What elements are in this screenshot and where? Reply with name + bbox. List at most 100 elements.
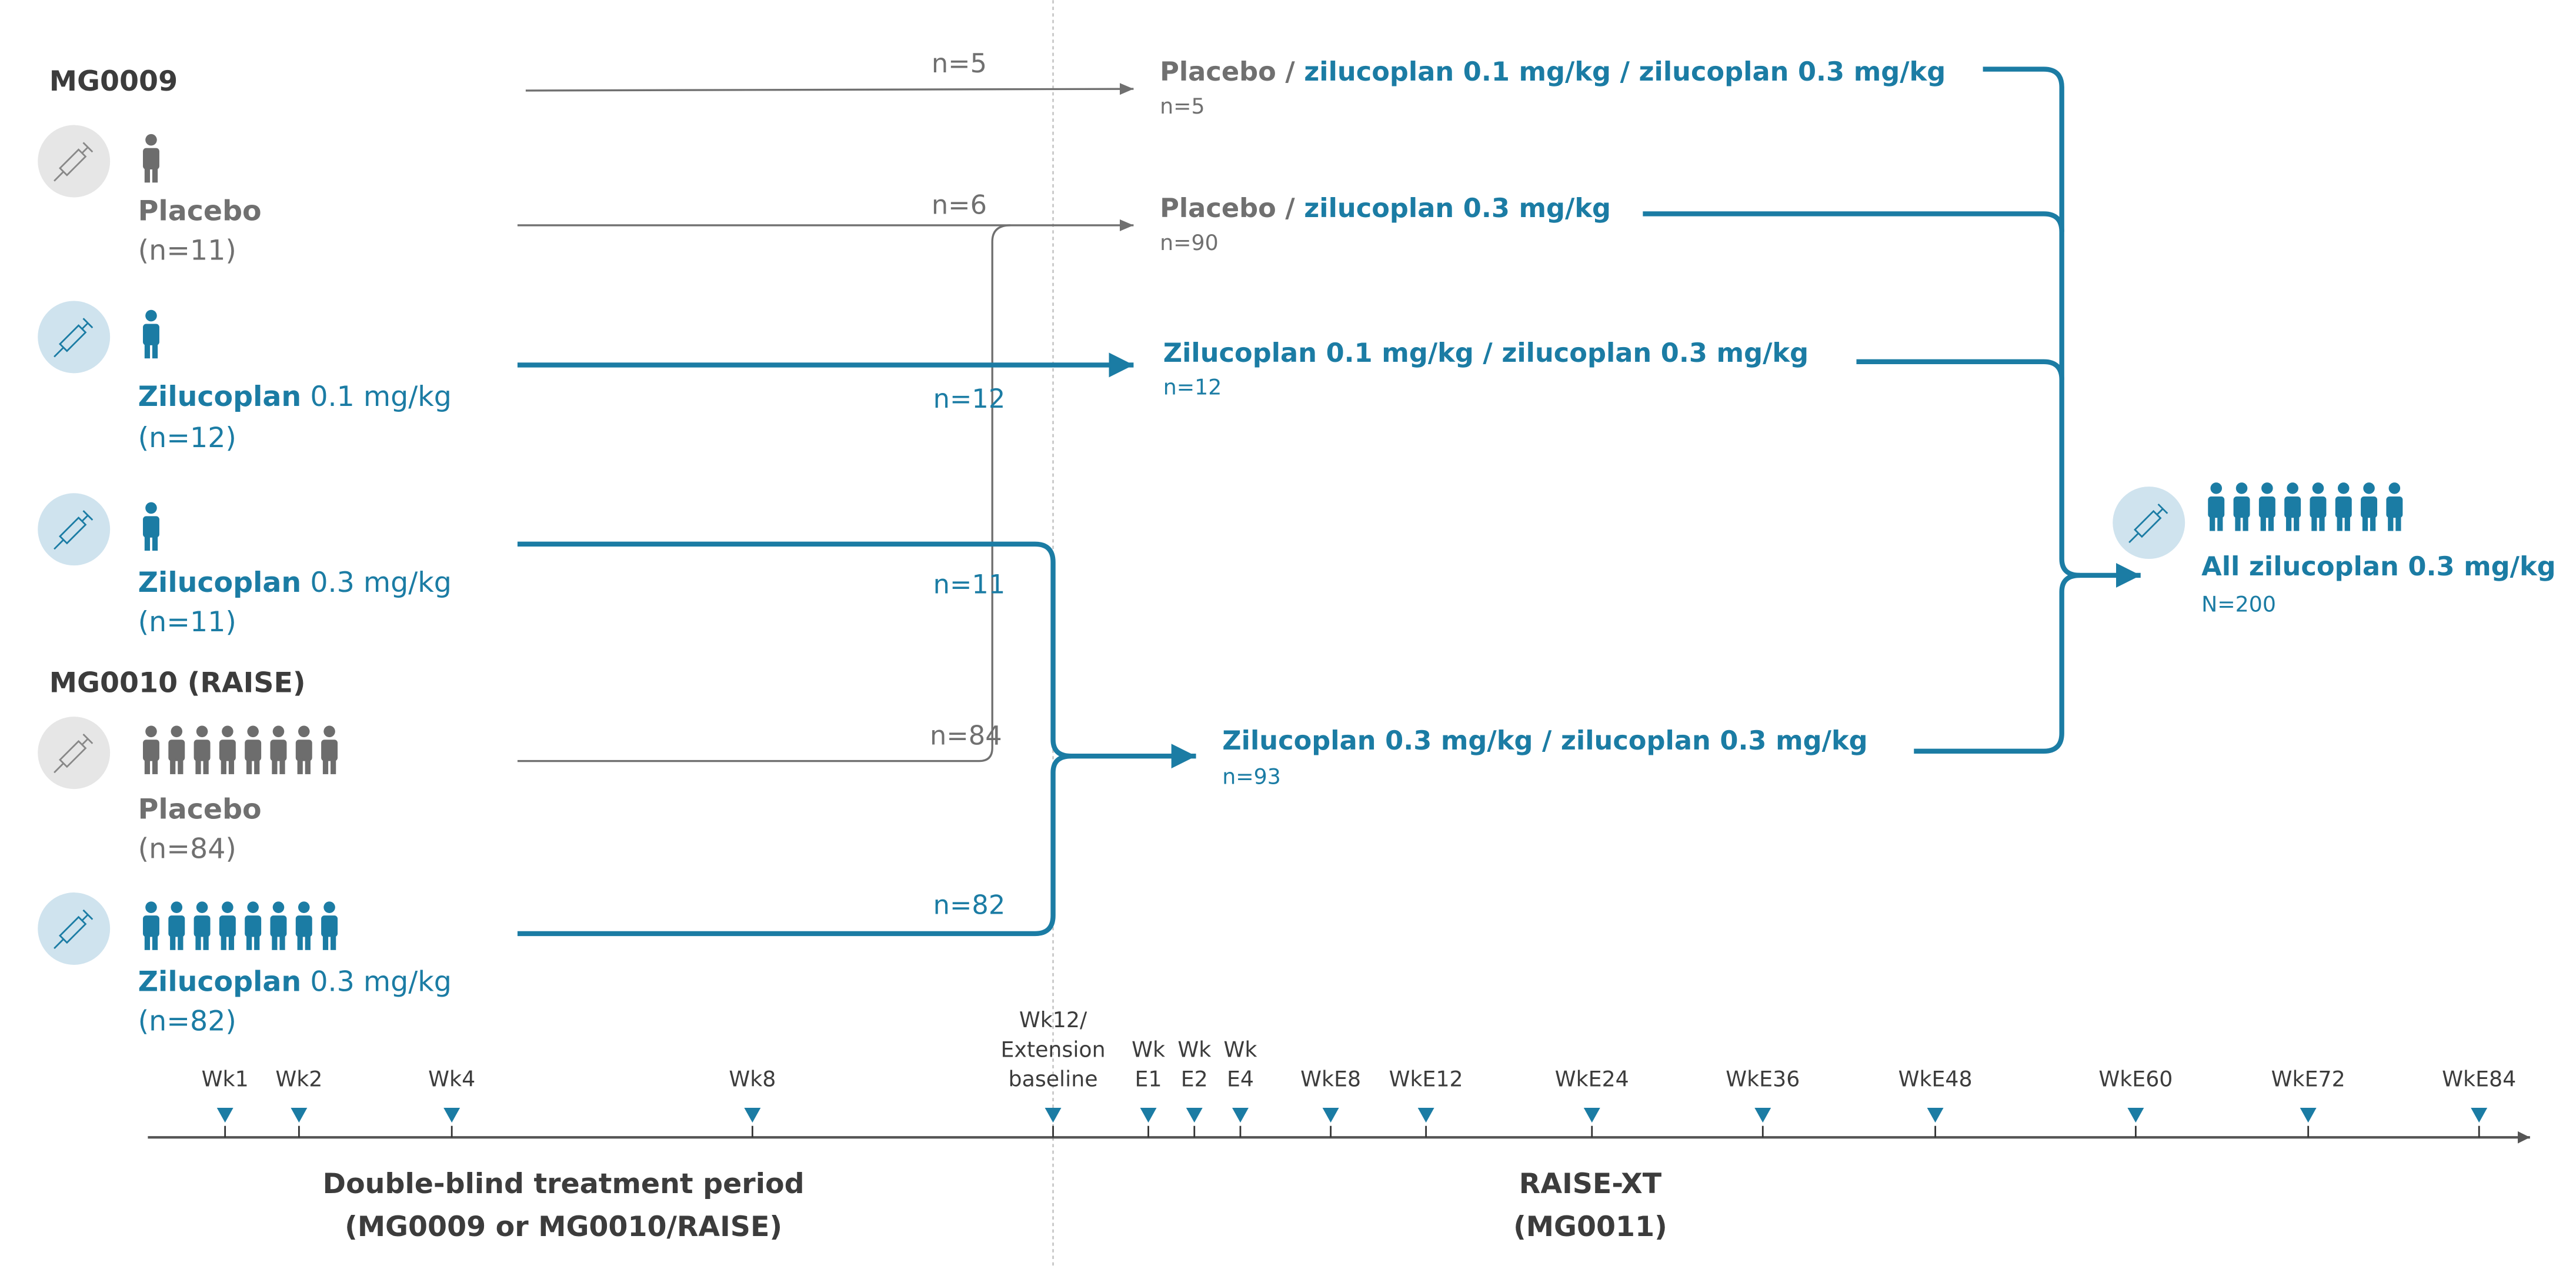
- flow-line-raise-zilu03-to-group4: [517, 754, 1072, 937]
- person-icon: [2284, 482, 2301, 531]
- arm-mg0010-zilucoplan-0.3: Zilucoplan 0.3 mg/kg (n=82): [138, 966, 452, 1038]
- tick-label: baseline: [1009, 1067, 1098, 1092]
- arm-dose: 0.3 mg/kg: [301, 966, 452, 998]
- person-icon: [2386, 482, 2403, 531]
- timeline-tick: Wk4: [428, 1067, 475, 1138]
- tick-label: WkE36: [1726, 1067, 1800, 1092]
- person-icon: [295, 725, 312, 774]
- period-double-blind: Double-blind treatment period (MG0009 or…: [323, 1168, 805, 1243]
- visit-marker-icon: [1140, 1107, 1157, 1123]
- syringe-icon: [38, 493, 111, 566]
- person-icon: [321, 725, 338, 774]
- svg-text:n=12: n=12: [1163, 375, 1222, 400]
- svg-text:Zilucoplan 0.1 mg/kg / zilucop: Zilucoplan 0.1 mg/kg / zilucoplan 0.3 mg…: [1163, 338, 1808, 368]
- person-icon: [2335, 482, 2352, 531]
- merge-lines: [1643, 66, 2141, 754]
- timeline-tick: Wk8: [729, 1067, 776, 1138]
- final-count: N=200: [2201, 591, 2276, 617]
- timeline-tick: WkE72: [2271, 1067, 2345, 1138]
- syringe-icon: [38, 125, 111, 198]
- arm-mg0010-placebo: Placebo (n=84): [138, 793, 262, 865]
- visit-marker-icon: [1045, 1107, 1062, 1123]
- extension-group-2: Placebo / zilucoplan 0.3 mg/kg n=90: [1160, 193, 1611, 255]
- tick-label: Wk1: [202, 1067, 249, 1092]
- syringe-icon: [38, 717, 111, 790]
- svg-text:RAISE-XT: RAISE-XT: [1519, 1168, 1662, 1200]
- arm-name: Zilucoplan: [138, 381, 302, 413]
- svg-text:Placebo: Placebo: [138, 793, 262, 825]
- person-icon: [219, 725, 236, 774]
- arm-name: Placebo: [138, 793, 262, 825]
- svg-text:Zilucoplan 0.3 mg/kg / zilucop: Zilucoplan 0.3 mg/kg / zilucoplan 0.3 mg…: [1222, 725, 1867, 756]
- person-icon: [245, 725, 262, 774]
- flow-count: n=5: [932, 48, 987, 79]
- visit-marker-icon: [216, 1107, 233, 1123]
- timeline-tick: Wk1: [202, 1067, 249, 1138]
- syringe-icon: [2113, 487, 2185, 559]
- timeline-tick: WkE8: [1300, 1067, 1361, 1138]
- timeline-tick: WkE84: [2442, 1067, 2516, 1138]
- person-icon: [143, 502, 159, 551]
- tick-label: WkE60: [2098, 1067, 2173, 1092]
- person-icon: [321, 901, 338, 950]
- period-raise-xt: RAISE-XT (MG0011): [1513, 1168, 1667, 1243]
- flow-line-raise-placebo-to-group2: [517, 224, 1010, 762]
- syringe-icon: [38, 892, 111, 965]
- tick-label: Wk: [1132, 1037, 1165, 1062]
- visit-marker-icon: [744, 1107, 761, 1123]
- tick-label: E4: [1227, 1067, 1254, 1092]
- visit-marker-icon: [1583, 1107, 1600, 1123]
- person-icon: [270, 901, 287, 950]
- timeline-tick: Wk E1: [1132, 1037, 1165, 1138]
- svg-text:n=93: n=93: [1222, 764, 1281, 790]
- visit-marker-icon: [1186, 1107, 1203, 1123]
- person-icon: [295, 901, 312, 950]
- svg-text:Zilucoplan 0.3 mg/kg: Zilucoplan 0.3 mg/kg: [138, 966, 452, 998]
- tick-label: Wk: [1177, 1037, 1211, 1062]
- visit-marker-icon: [2300, 1107, 2317, 1123]
- person-icon: [2233, 482, 2250, 531]
- visit-marker-icon: [1754, 1107, 1771, 1123]
- tick-label: Extension: [1000, 1037, 1105, 1062]
- visit-marker-icon: [2127, 1107, 2144, 1123]
- person-icon: [219, 901, 236, 950]
- visit-marker-icon: [1927, 1107, 1944, 1123]
- arm-mg0009-placebo: Placebo (n=11): [138, 195, 262, 267]
- svg-text:Placebo / zilucoplan 0.3 mg/kg: Placebo / zilucoplan 0.3 mg/kg: [1160, 193, 1611, 224]
- arm-count: (n=12): [138, 422, 236, 454]
- tick-label: Wk12/: [1019, 1007, 1087, 1032]
- visit-marker-icon: [443, 1107, 461, 1123]
- arm-mg0009-zilucoplan-0.1: Zilucoplan 0.1 mg/kg (n=12): [138, 381, 452, 454]
- final-label: All zilucoplan 0.3 mg/kg: [2201, 551, 2556, 582]
- flow-line-placebo-to-group1: [525, 83, 1134, 95]
- tick-label: E2: [1181, 1067, 1208, 1092]
- tick-label: Wk2: [275, 1067, 322, 1092]
- person-icon: [193, 901, 211, 950]
- timeline-tick: WkE48: [1898, 1067, 1973, 1138]
- visit-marker-icon: [1417, 1107, 1434, 1123]
- timeline-tick: WkE24: [1555, 1067, 1629, 1138]
- person-icon: [143, 309, 159, 359]
- timeline-tick: Wk2: [275, 1067, 322, 1138]
- final-group: All zilucoplan 0.3 mg/kg N=200: [2201, 551, 2556, 617]
- arm-count: (n=11): [138, 235, 236, 267]
- person-icon: [245, 901, 262, 950]
- svg-text:Placebo / zilucoplan 0.1 mg/kg: Placebo / zilucoplan 0.1 mg/kg / zilucop…: [1160, 56, 1946, 87]
- person-icon: [168, 901, 185, 950]
- tick-label: WkE48: [1898, 1067, 1973, 1092]
- timeline-tick: Wk E2: [1177, 1037, 1211, 1138]
- extension-group-4: Zilucoplan 0.3 mg/kg / zilucoplan 0.3 mg…: [1222, 725, 1867, 790]
- svg-text:Placebo: Placebo: [138, 195, 262, 228]
- tick-label: WkE12: [1389, 1067, 1463, 1092]
- svg-text:Zilucoplan 0.1 mg/kg: Zilucoplan 0.1 mg/kg: [138, 381, 452, 413]
- person-icon: [143, 725, 159, 774]
- person-icon: [270, 725, 287, 774]
- svg-text:Zilucoplan 0.3 mg/kg: Zilucoplan 0.3 mg/kg: [138, 567, 452, 599]
- timeline-tick: WkE12: [1389, 1067, 1463, 1138]
- flow-line-zilu03-to-group4: [517, 541, 1196, 769]
- arm-count: (n=84): [138, 832, 236, 865]
- visit-marker-icon: [2471, 1107, 2488, 1123]
- svg-text:n=5: n=5: [1160, 94, 1205, 119]
- tick-label: WkE24: [1555, 1067, 1629, 1092]
